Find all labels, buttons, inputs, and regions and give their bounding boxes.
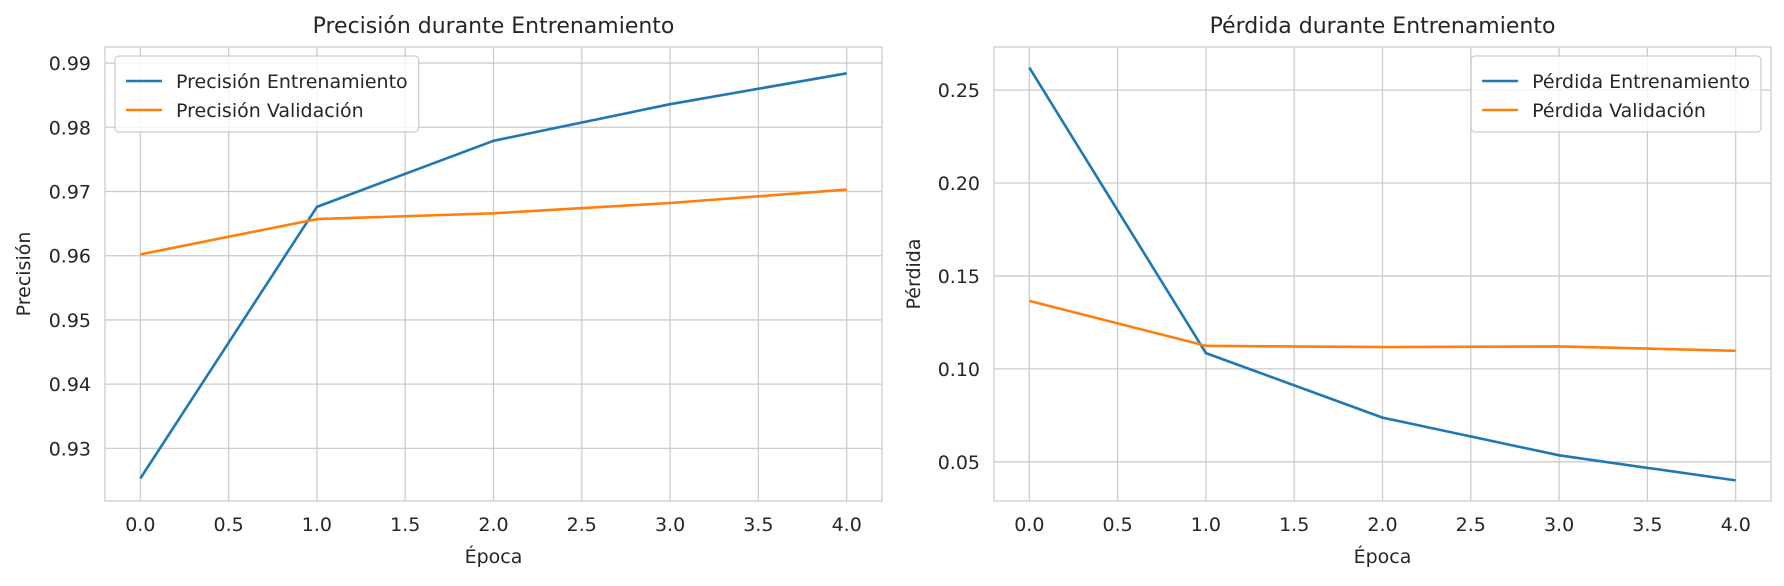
- accuracy-y-ticks: 0.93 0.94 0.95 0.96 0.97 0.98 0.99: [49, 53, 91, 460]
- loss-chart: 0.0 0.5 1.0 1.5 2.0 2.5 3.0 3.5 4.0 0.05 0.10 0.15…: [903, 14, 1772, 568]
- loss-y-tick-label: 0.05: [938, 452, 980, 474]
- accuracy-plot-frame: [104, 46, 883, 502]
- accuracy-x-tick-label: 1.0: [302, 514, 332, 536]
- accuracy-chart-title: Precisión durante Entrenamiento: [313, 14, 675, 39]
- loss-x-tick-label: 3.0: [1544, 514, 1574, 536]
- accuracy-legend: Precisión Entrenamiento Precisión Valida…: [114, 55, 420, 133]
- loss-x-tick-label: 2.0: [1367, 514, 1397, 536]
- accuracy-y-tick-label: 0.99: [49, 53, 91, 75]
- accuracy-legend-label-val: Precisión Validación: [176, 100, 364, 122]
- accuracy-x-tick-label: 0.0: [125, 514, 155, 536]
- accuracy-y-tick-label: 0.98: [49, 117, 91, 139]
- accuracy-y-tick-label: 0.97: [49, 181, 91, 203]
- loss-y-ticks: 0.05 0.10 0.15 0.20 0.25: [938, 80, 980, 474]
- accuracy-x-tick-label: 3.0: [655, 514, 685, 536]
- loss-x-tick-label: 1.5: [1279, 514, 1309, 536]
- loss-legend: Pérdida Entrenamiento Pérdida Validación: [1470, 55, 1762, 133]
- accuracy-series-line-val: [140, 188, 847, 256]
- loss-legend-label-train: Pérdida Entrenamiento: [1532, 71, 1750, 93]
- accuracy-x-ticks: 0.0 0.5 1.0 1.5 2.0 2.5 3.0 3.5 4.0: [125, 514, 862, 536]
- loss-chart-title: Pérdida durante Entrenamiento: [1210, 14, 1556, 39]
- accuracy-x-tick-label: 2.5: [567, 514, 597, 536]
- loss-x-axis-label: Época: [1354, 545, 1412, 568]
- accuracy-y-tick-label: 0.96: [49, 246, 91, 268]
- loss-x-tick-label: 1.0: [1191, 514, 1221, 536]
- accuracy-x-tick-label: 1.5: [390, 514, 420, 536]
- accuracy-y-tick-label: 0.93: [49, 438, 91, 460]
- loss-x-tick-label: 2.5: [1456, 514, 1486, 536]
- accuracy-chart: 0.0 0.5 1.0 1.5 2.0 2.5 3.0 3.5 4.0 0.93 0.94 0.95…: [13, 14, 883, 568]
- loss-x-tick-label: 3.5: [1632, 514, 1662, 536]
- loss-x-tick-label: 0.0: [1014, 514, 1044, 536]
- loss-plot-frame: [993, 46, 1772, 502]
- accuracy-x-tick-label: 3.5: [743, 514, 773, 536]
- accuracy-x-tick-label: 0.5: [214, 514, 244, 536]
- loss-y-tick-label: 0.25: [938, 80, 980, 102]
- accuracy-legend-box: [114, 55, 420, 133]
- loss-legend-box: [1470, 55, 1762, 133]
- accuracy-series: [139, 72, 847, 480]
- accuracy-x-tick-label: 4.0: [832, 514, 862, 536]
- loss-y-tick-label: 0.15: [938, 266, 980, 288]
- loss-legend-label-val: Pérdida Validación: [1532, 100, 1706, 122]
- loss-series-line-val: [1028, 299, 1736, 353]
- loss-x-tick-label: 0.5: [1103, 514, 1133, 536]
- loss-x-ticks: 0.0 0.5 1.0 1.5 2.0 2.5 3.0 3.5 4.0: [1014, 514, 1751, 536]
- loss-series: [1028, 66, 1736, 482]
- accuracy-series-line-train: [139, 72, 847, 480]
- loss-x-tick-label: 4.0: [1721, 514, 1751, 536]
- accuracy-x-axis-label: Época: [465, 545, 523, 568]
- loss-y-tick-label: 0.10: [938, 359, 980, 381]
- accuracy-y-tick-label: 0.94: [49, 374, 91, 396]
- accuracy-y-tick-label: 0.95: [49, 310, 91, 332]
- loss-y-tick-label: 0.20: [938, 173, 980, 195]
- accuracy-legend-label-train: Precisión Entrenamiento: [176, 71, 408, 93]
- loss-series-line-train: [1028, 66, 1736, 482]
- accuracy-y-axis-label: Precisión: [13, 232, 35, 317]
- loss-y-axis-label: Pérdida: [903, 239, 925, 310]
- accuracy-x-tick-label: 2.0: [478, 514, 508, 536]
